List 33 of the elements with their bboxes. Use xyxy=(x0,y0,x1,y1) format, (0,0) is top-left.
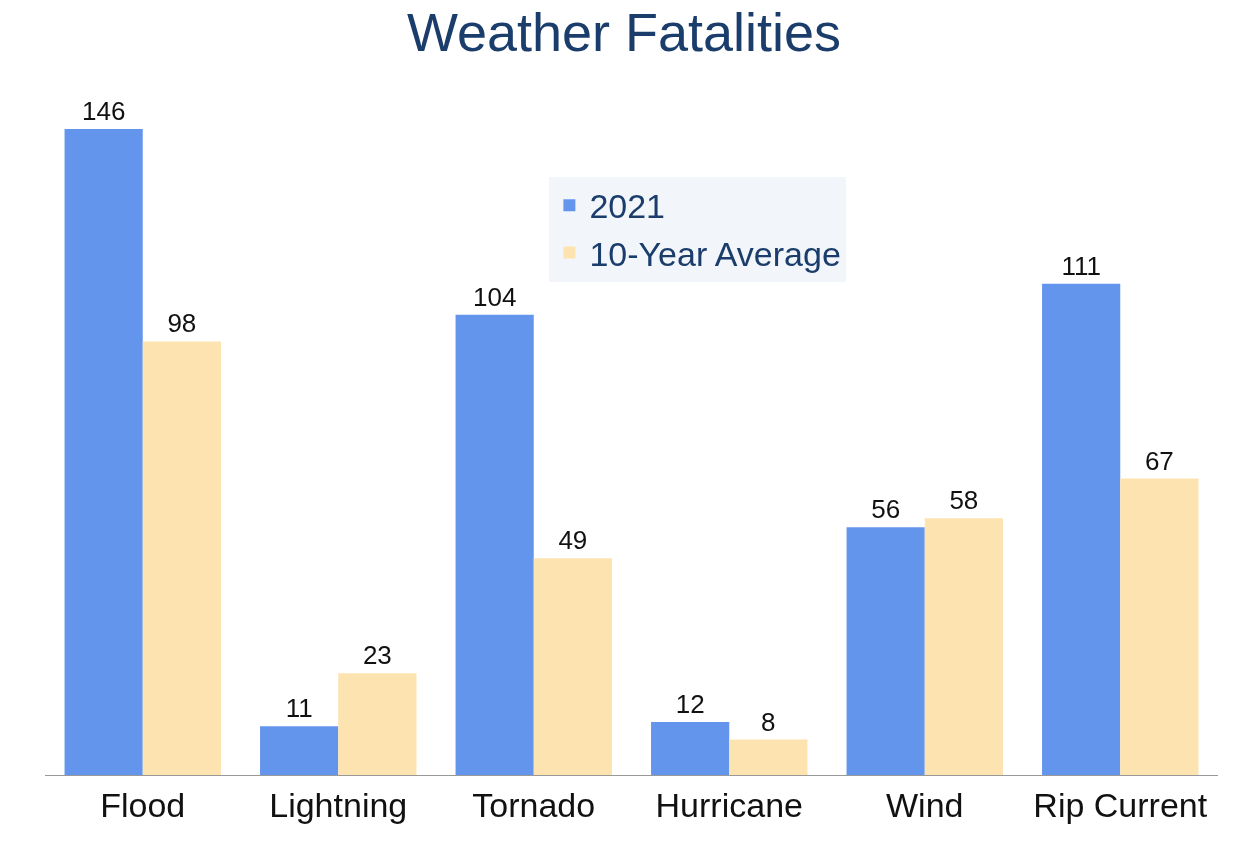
x-tick-label: Flood xyxy=(100,785,186,824)
data-label: 23 xyxy=(362,640,392,671)
bar xyxy=(533,558,612,775)
x-tick-label: Lightning xyxy=(269,785,408,824)
bar xyxy=(651,721,730,775)
data-label: 111 xyxy=(1061,250,1101,281)
x-tick-label: Hurricane xyxy=(655,785,803,824)
data-label: 67 xyxy=(1144,445,1174,476)
data-label: 58 xyxy=(949,485,979,516)
x-tick-label: Rip Current xyxy=(1033,785,1208,824)
data-label: 146 xyxy=(81,96,126,126)
bar xyxy=(1120,478,1199,775)
bar xyxy=(260,726,339,775)
legend-label: 10-Year Average xyxy=(589,234,841,273)
legend-label: 2021 xyxy=(589,187,666,226)
bar xyxy=(729,739,808,775)
bar xyxy=(1042,283,1121,775)
data-label: 11 xyxy=(285,693,313,724)
data-label: 49 xyxy=(558,525,588,556)
data-label: 98 xyxy=(167,308,197,339)
bar xyxy=(455,314,534,775)
bar xyxy=(338,673,417,775)
bar xyxy=(846,527,925,775)
x-tick-label: Tornado xyxy=(472,785,596,824)
bar xyxy=(924,518,1003,775)
data-label: 8 xyxy=(761,706,776,737)
data-label: 104 xyxy=(472,281,517,312)
x-tick-label: Wind xyxy=(886,785,964,824)
bar xyxy=(142,341,221,775)
data-label: 56 xyxy=(871,494,901,525)
data-label: 12 xyxy=(675,688,705,719)
chart-title: Weather Fatalities xyxy=(406,1,842,62)
bar xyxy=(64,129,143,775)
